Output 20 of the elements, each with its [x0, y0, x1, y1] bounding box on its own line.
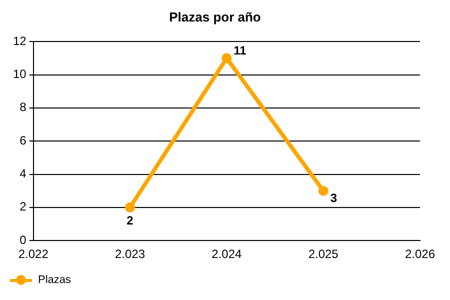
data-label: 2	[126, 214, 134, 228]
y-tick-label: 6	[20, 133, 27, 148]
data-label: 11	[234, 43, 247, 58]
x-tick-label: 2.023	[114, 247, 146, 262]
x-tick-label: 2.026	[404, 247, 436, 262]
point	[125, 202, 136, 212]
data-label: 3	[330, 191, 338, 206]
y-tick-label: 0	[20, 232, 27, 247]
y-tick-label: 12	[12, 34, 27, 48]
x-tick-label: 2.022	[18, 247, 49, 262]
legend-label: Plazas	[38, 274, 72, 286]
x-tick-label: 2.025	[308, 247, 339, 262]
chart-title: Plazas por año	[169, 9, 261, 24]
y-tick-label: 8	[20, 100, 27, 114]
x-tick-label: 2.024	[212, 247, 242, 262]
y-tick-label: 10	[12, 67, 27, 82]
y-tick-label: 4	[20, 166, 27, 181]
point	[222, 53, 232, 64]
point	[318, 186, 328, 196]
y-tick-label: 2	[20, 200, 27, 214]
